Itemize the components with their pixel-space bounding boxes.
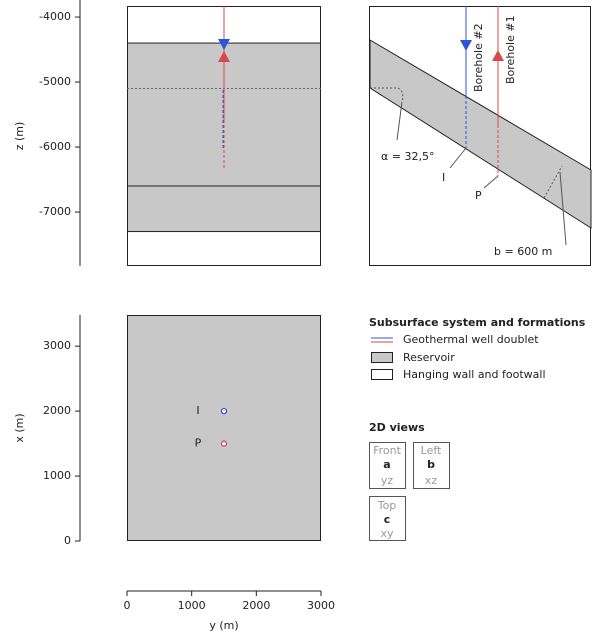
leader (559, 171, 567, 246)
view-name: Left (421, 444, 442, 457)
well-label: I (196, 404, 199, 417)
thickness-label: b = 600 m (494, 245, 552, 258)
x-tick-label: 1000 (178, 599, 206, 612)
legend-swatch (371, 369, 393, 380)
view-axes: yz (381, 474, 394, 487)
well (220, 407, 228, 415)
legend-label: Hanging wall and footwall (403, 368, 546, 381)
x-tick-label: 2000 (242, 599, 270, 612)
view-box (369, 496, 406, 541)
views-title: 2D views (369, 421, 425, 434)
x-tick-label: 0 (124, 599, 131, 612)
y-tick-label: -7000 (39, 205, 71, 218)
axis-label: x (m) (13, 413, 26, 442)
reservoir-slab (369, 39, 592, 229)
axis-label: z (m) (13, 122, 26, 151)
view-letter: b (427, 458, 435, 471)
legend-title: Subsurface system and formations (369, 316, 586, 329)
side-view: Borehole #2 Borehole #1 α = 32,5° I P b … (369, 6, 592, 266)
y-tick-label: -6000 (39, 140, 71, 153)
leader (396, 101, 403, 141)
angle-arc (370, 87, 404, 103)
well (220, 440, 228, 447)
view-name: Front (373, 444, 402, 457)
angle-label: α = 32,5° (381, 150, 434, 163)
view-box (369, 442, 406, 489)
y-tick-label: 2000 (43, 404, 71, 417)
x-tick-label: 3000 (307, 599, 335, 612)
legend-label: Reservoir (403, 351, 455, 364)
injector-symbol (460, 40, 472, 51)
reservoir (127, 315, 321, 541)
well-label: P (475, 189, 482, 202)
leader (483, 175, 499, 189)
view-letter: c (384, 513, 391, 526)
injector-symbol (218, 39, 230, 51)
y-tick-label: 0 (64, 534, 71, 547)
legend: Subsurface system and formations Geother… (369, 316, 586, 541)
borehole-label: Borehole #1 (504, 15, 517, 84)
well-label: P (195, 437, 202, 450)
y-tick-label: -5000 (39, 75, 71, 88)
borehole-label: Borehole #2 (472, 23, 485, 92)
view-axes: xy (380, 527, 394, 540)
view-name: Top (377, 499, 397, 512)
leader (449, 147, 467, 169)
well-label: I (442, 171, 445, 184)
view-box (413, 442, 450, 489)
producer-symbol (218, 51, 230, 63)
y-tick-label: -4000 (39, 10, 71, 23)
view-letter: a (383, 458, 390, 471)
producer-symbol (492, 50, 504, 61)
legend-label: Geothermal well doublet (403, 333, 539, 346)
axis-label: y (m) (209, 619, 238, 632)
legend-swatch (371, 352, 393, 363)
y-tick-label: 1000 (43, 469, 71, 482)
y-tick-label: 3000 (43, 339, 71, 352)
view-axes: xz (425, 474, 438, 487)
